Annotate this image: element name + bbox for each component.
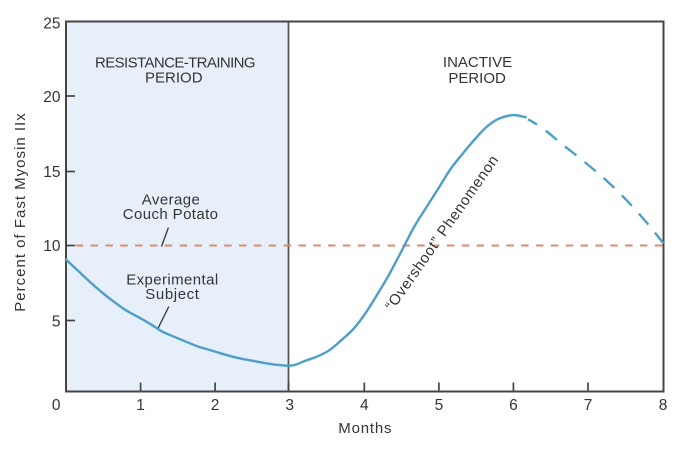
svg-text:8: 8 [659,397,668,414]
svg-text:Subject: Subject [145,286,199,303]
svg-text:Percent of Fast Myosin IIx: Percent of Fast Myosin IIx [12,112,29,311]
svg-text:Months: Months [338,420,392,437]
svg-text:20: 20 [43,89,61,106]
svg-text:5: 5 [52,314,61,331]
svg-text:7: 7 [584,397,593,414]
svg-text:2: 2 [211,397,220,414]
svg-text:25: 25 [43,16,60,33]
svg-text:6: 6 [509,397,518,414]
svg-text:RESISTANCE-TRAINING: RESISTANCE-TRAINING [95,54,255,71]
svg-text:15: 15 [43,164,60,181]
svg-text:PERIOD: PERIOD [145,70,203,87]
svg-text:Couch Potato: Couch Potato [123,206,219,223]
svg-text:3: 3 [285,397,294,414]
svg-text:5: 5 [435,397,444,414]
svg-text:Experimental: Experimental [126,271,218,288]
svg-text:1: 1 [136,397,145,414]
svg-text:0: 0 [52,397,61,414]
svg-text:PERIOD: PERIOD [448,70,506,87]
svg-text:10: 10 [43,238,61,255]
svg-text:Average: Average [142,192,200,209]
svg-text:4: 4 [360,397,369,414]
svg-text:INACTIVE: INACTIVE [443,54,512,71]
